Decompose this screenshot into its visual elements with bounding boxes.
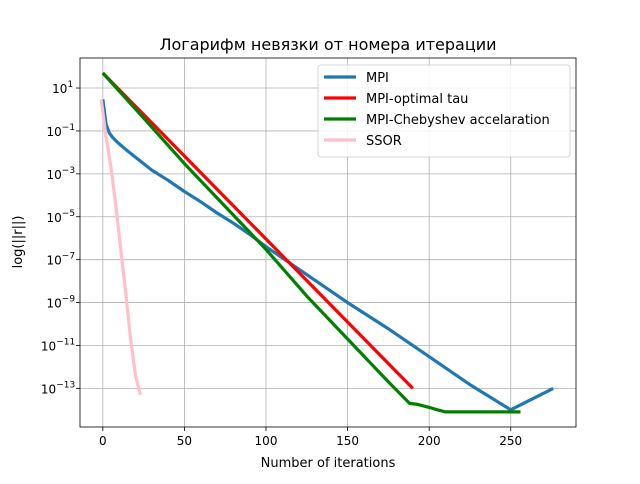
x-tick-label: 100: [255, 434, 278, 448]
series-line-1: [101, 71, 414, 390]
plot-layer: [99, 71, 554, 414]
y-tick-exponent: −13: [56, 380, 75, 390]
legend-label: MPI-optimal tau: [366, 92, 468, 107]
y-tick-exponent: 1: [67, 80, 73, 90]
x-axis-label: Number of iterations: [261, 456, 396, 471]
y-tick-exponent: −11: [56, 337, 75, 347]
y-tick-base: 10: [47, 211, 62, 225]
series-line-0: [101, 99, 554, 412]
y-tick-base: 10: [47, 168, 62, 182]
y-tick-base: 10: [41, 382, 56, 396]
legend-label: MPI-Chebyshev accelaration: [366, 113, 550, 128]
y-tick-label: 10 −3: [47, 166, 76, 182]
plot-frame: [79, 57, 577, 428]
legend-box: [317, 64, 571, 158]
y-tick-label: 10 −7: [47, 252, 76, 268]
y-tick-label: 10 −11: [41, 337, 75, 353]
x-tick-label: 200: [418, 434, 441, 448]
x-tick-label: 0: [99, 434, 107, 448]
legend-label: MPI: [366, 71, 389, 86]
y-tick-exponent: −3: [62, 166, 75, 176]
y-tick-base: 10: [41, 339, 56, 353]
y-tick-base: 10: [47, 125, 62, 139]
x-tick-layer: 0 50 100 150 200 250: [99, 427, 522, 448]
y-tick-label: 10 −5: [47, 209, 76, 225]
y-tick-base: 10: [47, 297, 62, 311]
chart-title: Логарифм невязки от номера итерации: [159, 35, 496, 54]
y-tick-exponent: −5: [62, 209, 75, 219]
y-tick-base: 10: [47, 254, 62, 268]
legend: MPI MPI-optimal tau MPI-Chebyshev accelara…: [317, 64, 571, 158]
series-line-3: [99, 99, 142, 396]
x-tick-label: 150: [336, 434, 359, 448]
y-tick-label: 10 −9: [47, 295, 76, 311]
y-tick-label: 10 −1: [47, 123, 76, 139]
y-tick-exponent: −9: [62, 295, 76, 305]
x-tick-label: 250: [499, 434, 522, 448]
y-tick-base: 10: [52, 82, 67, 96]
y-tick-label: 10 −13: [41, 380, 75, 396]
grid-layer: [80, 58, 576, 427]
y-axis-label: log(||r||): [11, 216, 26, 269]
x-tick-label: 50: [177, 434, 192, 448]
series-line-2: [101, 71, 521, 414]
legend-label: SSOR: [366, 134, 402, 149]
y-tick-label: 10 1: [52, 80, 73, 96]
y-tick-exponent: −7: [62, 252, 75, 262]
y-tick-exponent: −1: [62, 123, 75, 133]
